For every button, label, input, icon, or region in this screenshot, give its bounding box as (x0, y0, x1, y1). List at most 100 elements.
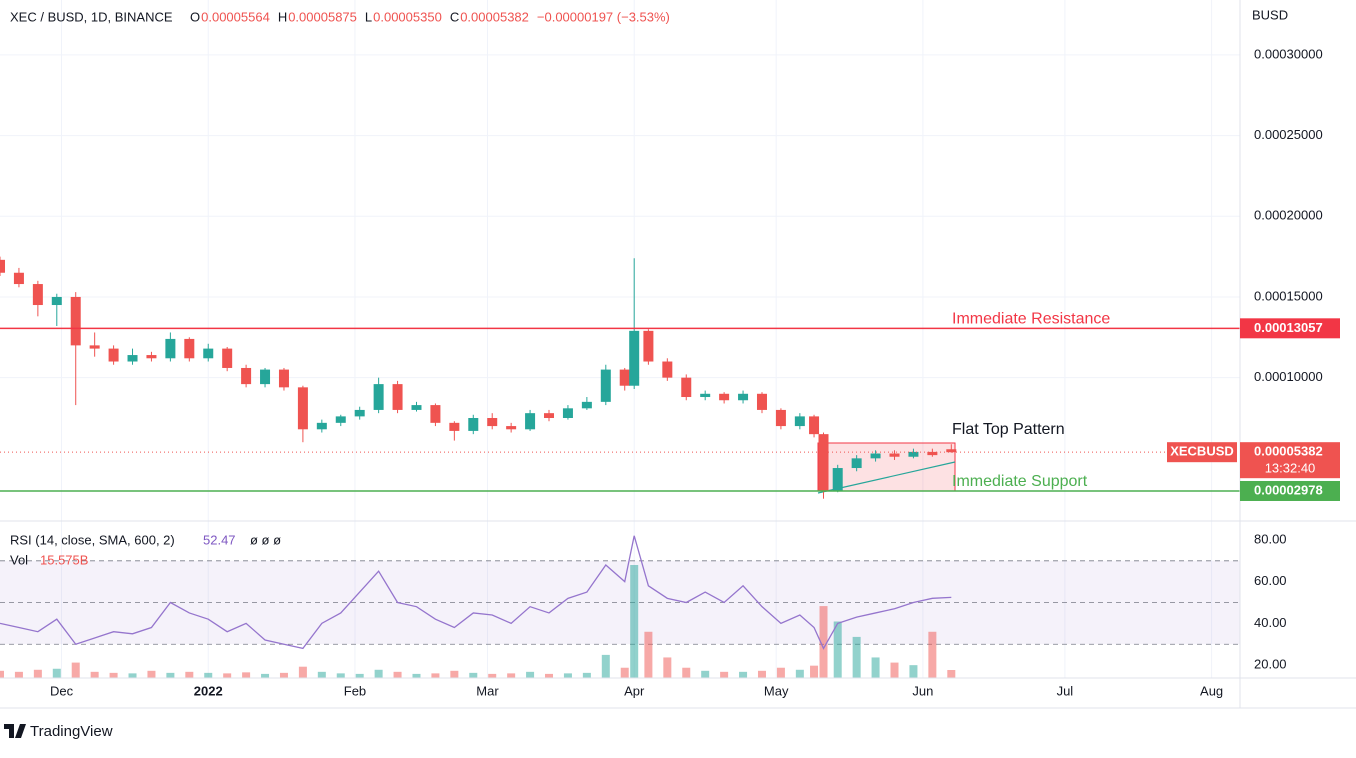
x-tick-label: May (764, 683, 789, 698)
candle-body (89, 345, 100, 349)
candle-body (619, 369, 630, 386)
volume-bar (909, 665, 918, 678)
ohlc-key: O (190, 9, 200, 24)
volume-bar (128, 673, 137, 678)
pattern-label: Flat Top Pattern (952, 421, 1065, 438)
ticker-box (1167, 442, 1237, 463)
x-tick-label: Jul (1057, 683, 1074, 698)
candle-body (430, 405, 441, 423)
ohlc-value: 0.00005875 (288, 9, 357, 24)
candle-body (127, 355, 138, 362)
candle-body (629, 330, 640, 386)
x-tick-label: Dec (50, 683, 74, 698)
level-name: Immediate Resistance (952, 311, 1110, 328)
candle-body (165, 338, 176, 359)
volume-bar (776, 667, 785, 678)
y-tick-label: 0.00025000 (1254, 127, 1323, 142)
volume-bar (109, 672, 118, 678)
candle-body (316, 422, 327, 430)
candle-body (373, 384, 384, 410)
volume-bar (810, 665, 819, 678)
candle-body (544, 413, 555, 419)
volume-bar (317, 671, 326, 678)
volume-bar (852, 636, 861, 678)
candle-body (818, 434, 829, 491)
candle-body (13, 272, 24, 285)
candle-body (184, 338, 195, 359)
volume-bar (261, 673, 270, 678)
rsi-name: RSI (14, close, SMA, 600, 2) (10, 532, 175, 547)
volume-name: Vol (10, 552, 28, 567)
rsi-tick-label: 40.00 (1254, 615, 1287, 630)
symbol: XEC / BUSD, 1D, BINANCE (10, 9, 173, 24)
candle-body (662, 361, 673, 378)
candle-body (51, 296, 62, 306)
volume-bar (223, 673, 232, 678)
x-tick-label: Feb (344, 683, 366, 698)
candle-body (354, 409, 365, 417)
volume-bar (279, 672, 288, 678)
candle-body (681, 377, 692, 398)
volume-bar (0, 670, 4, 678)
volume-bar (620, 667, 629, 678)
volume-bar (701, 670, 710, 678)
rsi-tick-label: 80.00 (1254, 531, 1287, 546)
volume-bar (563, 673, 572, 678)
candle-body (562, 408, 573, 419)
countdown: 13:32:40 (1265, 461, 1316, 476)
candle-body (335, 416, 346, 423)
candle-body (756, 393, 767, 410)
candle-body (738, 393, 749, 401)
logo-icon (4, 724, 26, 738)
volume-bar (488, 673, 497, 678)
volume-bar (71, 662, 80, 678)
brand: TradingView (30, 723, 113, 740)
candle-body (70, 296, 81, 346)
candle-body (794, 416, 805, 427)
candle-body (719, 393, 730, 401)
ohlc-value: 0.00005564 (201, 9, 270, 24)
volume-bar (757, 670, 766, 678)
level-name: Immediate Support (952, 473, 1088, 490)
candle-body (889, 453, 900, 457)
candle-body (946, 449, 957, 453)
volume-bar (355, 673, 364, 678)
candle-body (108, 348, 119, 362)
candle-body (487, 418, 498, 427)
ticker: XECBUSD (1170, 444, 1234, 459)
change: −0.00000197 (−3.53%) (537, 9, 670, 24)
volume-bar (582, 672, 591, 678)
volume-bar (890, 662, 899, 678)
volume-bar (450, 670, 459, 678)
candle-body (260, 369, 271, 385)
current-price-box (1240, 442, 1340, 479)
y-tick-label: 0.00015000 (1254, 288, 1323, 303)
volume-bar (526, 671, 535, 678)
candle-body (449, 422, 460, 431)
candle-body (0, 259, 5, 273)
volume-bar (393, 671, 402, 678)
candle-body (525, 413, 536, 430)
candle-body (468, 418, 479, 431)
x-tick-label: Jun (912, 683, 933, 698)
candle-body (297, 387, 308, 430)
y-tick-label: 0.00030000 (1254, 46, 1323, 61)
volume-bar (298, 666, 307, 678)
volume-bar (33, 669, 42, 678)
volume-bar (204, 672, 213, 678)
volume-bar (947, 670, 956, 678)
y-tick-label: 0.00010000 (1254, 369, 1323, 384)
logo: TradingView (4, 723, 113, 740)
ohlc-value: 0.00005382 (460, 9, 529, 24)
x-tick-label: Apr (624, 683, 645, 698)
volume-bar (644, 631, 653, 678)
current-price: 0.00005382 (1254, 444, 1323, 459)
volume-bar (545, 673, 554, 678)
candle-body (832, 468, 843, 491)
candle-body (600, 369, 611, 402)
ohlc-value: 0.00005350 (373, 9, 442, 24)
volume-bar (871, 657, 880, 678)
volume-bar (833, 621, 842, 678)
